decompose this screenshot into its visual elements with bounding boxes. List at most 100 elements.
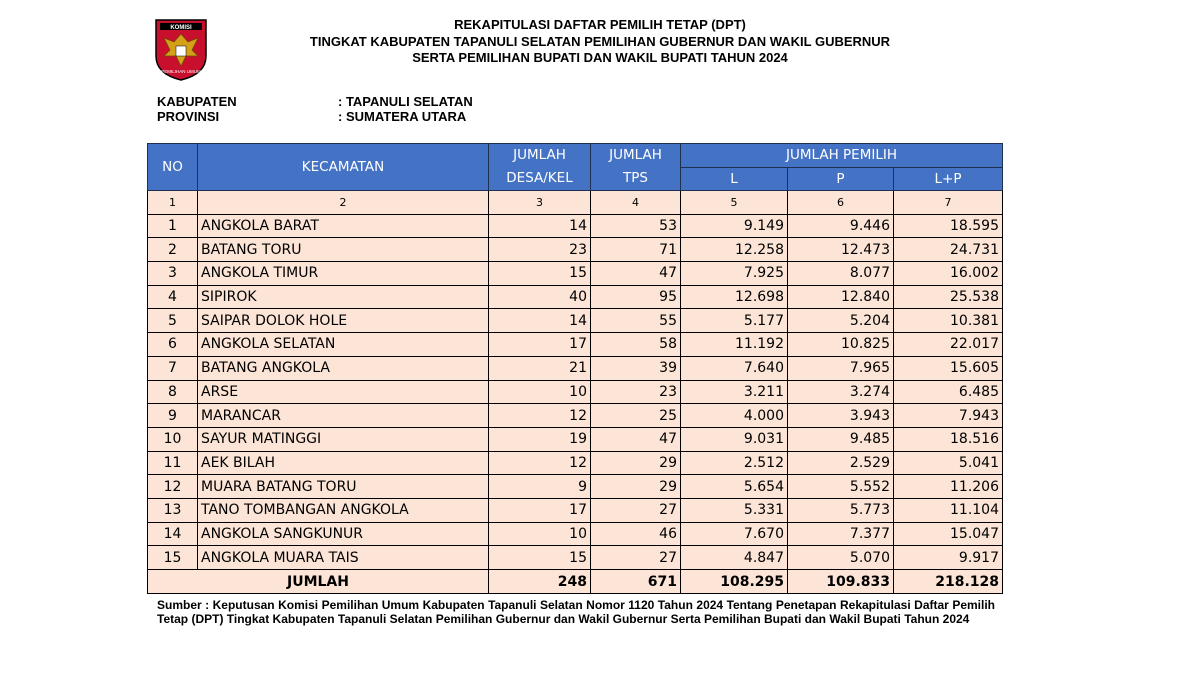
pemilih-p: 12.840 [787, 284, 894, 310]
head-tps: JUMLAH TPS [590, 143, 681, 191]
desa-kel: 12 [488, 450, 591, 476]
no: 9 [147, 403, 198, 428]
source-note: Sumber : Keputusan Komisi Pemilihan Umum… [157, 598, 995, 626]
kecamatan: MARANCAR [197, 403, 489, 428]
desa-kel: 10 [488, 379, 591, 405]
title-line: SERTA PEMILIHAN BUPATI DAN WAKIL BUPATI … [412, 50, 788, 65]
desa-kel: 17 [488, 497, 591, 523]
pemilih-p: 9.446 [787, 213, 894, 239]
dpt-table: NO KECAMATAN JUMLAH DESA/KEL JUMLAH TPS … [147, 143, 1003, 594]
desa-kel: 23 [488, 237, 591, 263]
tps: 71 [590, 237, 681, 263]
pemilih-p: 7.965 [787, 355, 894, 381]
total-row: JUMLAH 248 671 108.295 109.833 218.128 [147, 569, 1003, 594]
total-label: JUMLAH [147, 569, 489, 594]
tps: 39 [590, 355, 681, 381]
tps: 25 [590, 403, 681, 428]
data-row: 10 SAYUR MATINGGI 19 47 9.031 9.485 18.516 [147, 426, 1003, 452]
title-line: TINGKAT KABUPATEN TAPANULI SELATAN PEMIL… [309, 33, 891, 49]
pemilih-l: 5.177 [680, 308, 788, 334]
info-value: : SUMATERA UTARA [338, 109, 467, 124]
pemilih-p: 5.070 [787, 545, 894, 570]
kecamatan: ANGKOLA SANGKUNUR [197, 521, 489, 547]
kecamatan: TANO TOMBANGAN ANGKOLA [197, 497, 489, 523]
column-index: 7 [893, 190, 1003, 215]
total-pemilih-p: 109.833 [787, 569, 894, 594]
desa-kel: 9 [488, 474, 591, 499]
info-label: KABUPATEN [157, 94, 237, 109]
pemilih-p: 5.204 [787, 308, 894, 334]
info-row: KABUPATEN: TAPANULI SELATAN [157, 94, 473, 109]
total-pemilih-l: 108.295 [680, 569, 788, 594]
desa-kel: 15 [488, 545, 591, 570]
data-row: 13 TANO TOMBANGAN ANGKOLA 17 27 5.331 5.773 11… [147, 497, 1003, 523]
data-row: 15 ANGKOLA MUARA TAIS 15 27 4.847 5.070 9.917 [147, 545, 1003, 570]
pemilih-p: 9.485 [787, 426, 894, 452]
pemilih-lp: 16.002 [893, 261, 1003, 286]
tps: 53 [590, 213, 681, 239]
pemilih-p: 2.529 [787, 450, 894, 476]
no: 3 [147, 261, 198, 286]
no: 13 [147, 497, 198, 523]
data-row: 1 ANGKOLA BARAT 14 53 9.149 9.446 18.595 [147, 213, 1003, 239]
desa-kel: 21 [488, 355, 591, 381]
pemilih-lp: 11.104 [893, 497, 1003, 523]
pemilih-p: 5.552 [787, 474, 894, 499]
logo: KOMISI PEMILIHAN UMUM [155, 19, 207, 81]
pemilih-lp: 25.538 [893, 284, 1003, 310]
pemilih-lp: 22.017 [893, 332, 1003, 357]
tps: 95 [590, 284, 681, 310]
tps: 27 [590, 545, 681, 570]
head-kecamatan: KECAMATAN [197, 143, 489, 191]
pemilih-lp: 11.206 [893, 474, 1003, 499]
desa-kel: 19 [488, 426, 591, 452]
pemilih-lp: 15.605 [893, 355, 1003, 381]
column-index: 1 [147, 190, 198, 215]
desa-kel: 12 [488, 403, 591, 428]
pemilih-l: 5.654 [680, 474, 788, 499]
kecamatan: BATANG ANGKOLA [197, 355, 489, 381]
data-row: 2 BATANG TORU 23 71 12.258 12.473 24.731 [147, 237, 1003, 263]
pemilih-p: 8.077 [787, 261, 894, 286]
column-index: 6 [787, 190, 894, 215]
kecamatan: ANGKOLA MUARA TAIS [197, 545, 489, 570]
tps: 58 [590, 332, 681, 357]
tps: 23 [590, 379, 681, 405]
pemilih-p: 5.773 [787, 497, 894, 523]
tps: 47 [590, 261, 681, 286]
pemilih-l: 2.512 [680, 450, 788, 476]
kecamatan: SAIPAR DOLOK HOLE [197, 308, 489, 334]
desa-kel: 10 [488, 521, 591, 547]
kecamatan: ANGKOLA TIMUR [197, 261, 489, 286]
logo-top-text: KOMISI [170, 25, 192, 31]
no: 7 [147, 355, 198, 381]
desa-kel: 14 [488, 308, 591, 334]
pemilih-lp: 15.047 [893, 521, 1003, 547]
data-row: 8 ARSE 10 23 3.211 3.274 6.485 [147, 379, 1003, 405]
total-desa-kel: 248 [488, 569, 591, 594]
pemilih-lp: 18.516 [893, 426, 1003, 452]
no: 14 [147, 521, 198, 547]
tps: 55 [590, 308, 681, 334]
desa-kel: 40 [488, 284, 591, 310]
pemilih-lp: 24.731 [893, 237, 1003, 263]
kecamatan: ARSE [197, 379, 489, 405]
pemilih-p: 3.943 [787, 403, 894, 428]
logo-bottom-text: PEMILIHAN UMUM [161, 69, 201, 74]
pemilih-lp: 9.917 [893, 545, 1003, 570]
pemilih-lp: 18.595 [893, 213, 1003, 239]
total-tps: 671 [590, 569, 681, 594]
pemilih-lp: 10.381 [893, 308, 1003, 334]
pemilih-l: 11.192 [680, 332, 788, 357]
kecamatan: ANGKOLA SELATAN [197, 332, 489, 357]
data-row: 5 SAIPAR DOLOK HOLE 14 55 5.177 5.204 10.381 [147, 308, 1003, 334]
kecamatan: ANGKOLA BARAT [197, 213, 489, 239]
head-desa: JUMLAH DESA/KEL [488, 143, 591, 191]
head-pemilih: JUMLAH PEMILIH [680, 143, 1003, 168]
head-lp: L+P [893, 166, 1003, 191]
column-index: 4 [590, 190, 681, 215]
no: 12 [147, 474, 198, 499]
data-row: 9 MARANCAR 12 25 4.000 3.943 7.943 [147, 403, 1003, 428]
no: 10 [147, 426, 198, 452]
